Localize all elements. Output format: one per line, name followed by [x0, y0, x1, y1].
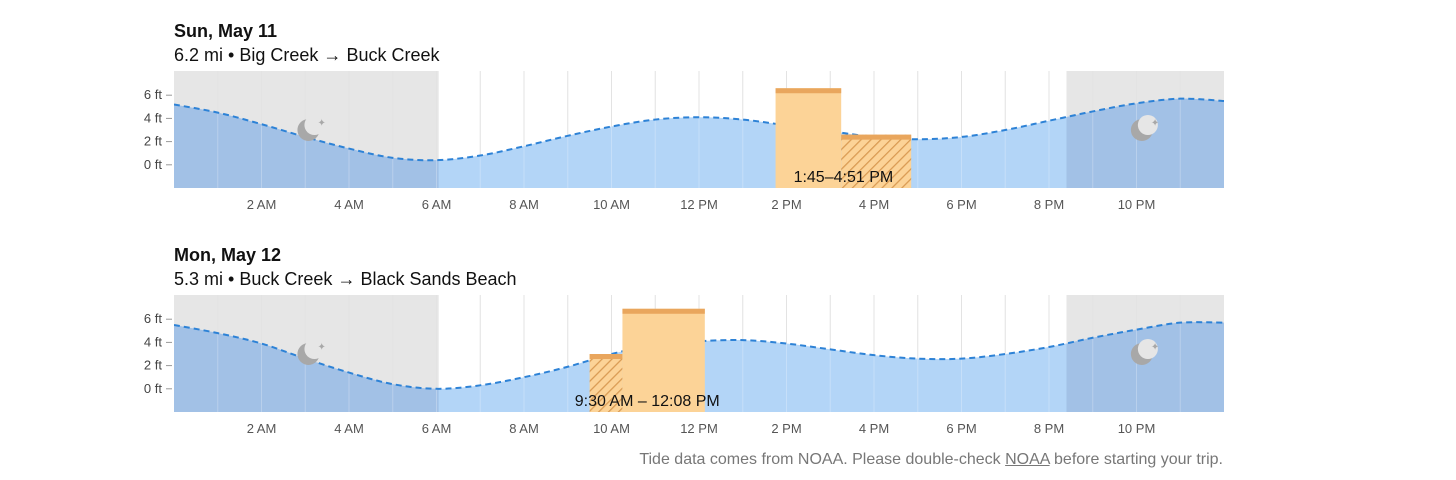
moon-star: ✦ [317, 118, 325, 129]
moon-icon: ✦ [1130, 115, 1159, 141]
x-axis-label: 10 PM [1118, 197, 1156, 212]
arrow-icon: → [323, 45, 342, 65]
night-shade [1066, 71, 1224, 188]
x-axis-label: 10 AM [593, 421, 630, 436]
y-axis-label: 0 ft [144, 157, 162, 172]
x-axis-label: 4 AM [334, 197, 364, 212]
tide-area [174, 98, 1224, 188]
moon-icon: ✦ [297, 115, 326, 141]
tide-area-night [174, 325, 439, 412]
x-axis-label: 2 PM [771, 421, 801, 436]
y-axis-label: 6 ft [144, 87, 162, 102]
y-axis-label: 6 ft [144, 311, 162, 326]
y-axis-label: 4 ft [144, 110, 162, 125]
moon-cutout [1137, 115, 1158, 135]
moon-icon: ✦ [297, 339, 326, 365]
hike-window-label: 1:45–4:51 PM [794, 169, 894, 186]
route-to: Buck Creek [346, 45, 440, 65]
tide-area-night [1066, 322, 1224, 412]
day-route: 5.3 mi • Buck Creek → Black Sands Beach [174, 269, 517, 290]
hike-window-label: 9:30 AM – 12:08 PM [575, 393, 720, 410]
x-axis-label: 4 PM [859, 421, 889, 436]
night-shade [174, 295, 439, 412]
hike-window-top [841, 134, 912, 140]
y-axis-label: 2 ft [144, 134, 162, 149]
moon-star: ✦ [1151, 342, 1159, 353]
hike-window-top [589, 354, 623, 359]
separator: • [228, 45, 235, 65]
route-from: Buck Creek [239, 269, 333, 289]
moon-cutout [1137, 339, 1158, 359]
x-axis-label: 10 PM [1118, 421, 1156, 436]
night-shade [174, 71, 439, 188]
x-axis-label: 8 PM [1034, 421, 1064, 436]
moon-icon: ✦ [1130, 339, 1159, 365]
hike-window-top [622, 308, 705, 314]
moon-disc [1130, 343, 1153, 365]
route-from: Big Creek [239, 45, 319, 65]
footer-text-end: before starting your trip. [1049, 451, 1223, 468]
moon-disc [297, 119, 320, 141]
tide-area-night [174, 104, 439, 188]
x-axis-label: 6 AM [422, 197, 452, 212]
y-axis-label: 2 ft [144, 358, 162, 373]
x-axis-label: 4 AM [334, 421, 364, 436]
tide-line [174, 97, 1224, 162]
separator: • [228, 269, 235, 289]
route-distance: 5.3 mi [174, 269, 224, 289]
night-shade [1066, 295, 1224, 412]
day-title: Sun, May 11 [174, 21, 278, 41]
y-axis-label: 0 ft [144, 381, 162, 396]
tide-data-disclaimer: Tide data comes from NOAA. Please double… [639, 451, 1223, 469]
moon-disc [297, 343, 320, 365]
x-axis-label: 8 AM [509, 197, 539, 212]
hike-window-hatched [841, 134, 912, 188]
moon-star: ✦ [1151, 118, 1159, 129]
hike-window-hatched [589, 354, 623, 412]
tide-area-night [1066, 98, 1224, 188]
x-axis-label: 12 PM [680, 421, 718, 436]
tide-area-group [174, 295, 1224, 412]
x-axis-label: 12 PM [680, 197, 718, 212]
x-axis-label: 2 AM [247, 197, 277, 212]
y-axis-label: 4 ft [144, 334, 162, 349]
route-distance: 6.2 mi [174, 45, 224, 65]
hike-window [775, 88, 842, 188]
moon-star: ✦ [317, 342, 325, 353]
x-axis-label: 6 AM [422, 421, 452, 436]
tide-area-group [174, 71, 1224, 188]
noaa-link[interactable]: NOAA [1005, 451, 1050, 468]
x-axis-label: 8 PM [1034, 197, 1064, 212]
x-axis-label: 2 PM [771, 197, 801, 212]
x-axis-label: 2 AM [247, 421, 277, 436]
hike-window-top [775, 88, 842, 94]
x-axis-label: 6 PM [946, 197, 976, 212]
arrow-icon: → [337, 269, 356, 289]
x-axis-label: 4 PM [859, 197, 889, 212]
hike-window [622, 308, 705, 412]
moon-cutout [304, 339, 325, 359]
day-title: Mon, May 12 [174, 245, 282, 265]
x-axis-label: 10 AM [593, 197, 630, 212]
day-route: 6.2 mi • Big Creek → Buck Creek [174, 45, 439, 66]
x-axis-label: 6 PM [946, 421, 976, 436]
tide-area [174, 322, 1224, 412]
x-axis-label: 8 AM [509, 421, 539, 436]
moon-disc [1130, 119, 1153, 141]
moon-cutout [304, 115, 325, 135]
route-to: Black Sands Beach [360, 269, 517, 289]
tide-line [174, 321, 1224, 390]
footer-text: Tide data comes from NOAA. Please double… [639, 451, 1006, 468]
